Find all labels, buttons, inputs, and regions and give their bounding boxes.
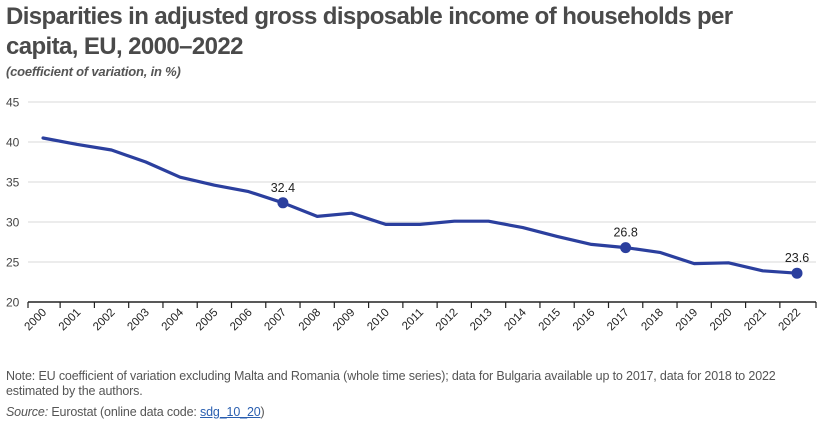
x-tick-label: 2021: [742, 307, 769, 334]
x-tick-label: 2000: [23, 307, 50, 334]
y-tick-label: 20: [6, 296, 20, 310]
x-tick-label: 2012: [434, 307, 461, 334]
x-tick-label: 2017: [605, 307, 632, 334]
source-label: Source:: [6, 405, 49, 419]
source-close: ): [260, 405, 265, 419]
y-tick-label: 25: [6, 256, 20, 270]
chart-subtitle: (coefficient of variation, in %): [6, 64, 181, 79]
series-line: [41, 136, 799, 275]
data-label: 32.4: [271, 181, 295, 195]
x-tick-label: 2002: [91, 307, 118, 334]
data-label: 23.6: [785, 251, 809, 265]
x-tick-label: 2011: [400, 307, 426, 333]
chart-source: Source: Eurostat (online data code: sdg_…: [6, 405, 265, 419]
x-tick-label: 2014: [502, 306, 529, 333]
x-tick-label: 2004: [160, 306, 187, 333]
x-tick-label: 2005: [194, 307, 221, 334]
data-point-marker: [791, 267, 803, 279]
x-tick-label: 2013: [468, 307, 495, 334]
x-tick-label: 2016: [571, 307, 598, 334]
x-tick-label: 2006: [228, 307, 255, 334]
x-tick-label: 2007: [262, 307, 289, 334]
x-tick-label: 2019: [674, 307, 701, 334]
x-tick-label: 2018: [639, 307, 666, 334]
chart-title: Disparities in adjusted gross disposable…: [6, 3, 733, 60]
source-link[interactable]: sdg_10_20: [200, 405, 261, 419]
data-label: 26.8: [613, 226, 637, 240]
x-tick-label: 2020: [708, 307, 735, 334]
line-chart: 20 25 30 35 40 45 2000 2001 2002 2003 2004 2005 200…: [6, 96, 817, 334]
y-tick-label: 40: [6, 136, 20, 150]
x-tick-label: 2015: [537, 307, 564, 334]
chart-note: Note: EU coefficient of variation exclud…: [6, 369, 776, 398]
y-tick-label: 30: [6, 216, 20, 230]
x-tick-label: 2003: [125, 307, 152, 334]
source-text: Eurostat (online data code:: [48, 405, 201, 419]
x-tick-label: 2001: [57, 307, 84, 334]
data-point-marker: [277, 197, 289, 209]
y-tick-label: 45: [6, 96, 20, 110]
y-tick-label: 35: [6, 176, 20, 190]
data-point-marker: [620, 242, 632, 254]
x-tick-label: 2009: [331, 307, 358, 334]
x-tick-label: 2010: [365, 307, 392, 334]
x-tick-label: 2022: [777, 307, 804, 334]
x-tick-label: 2008: [297, 307, 324, 334]
